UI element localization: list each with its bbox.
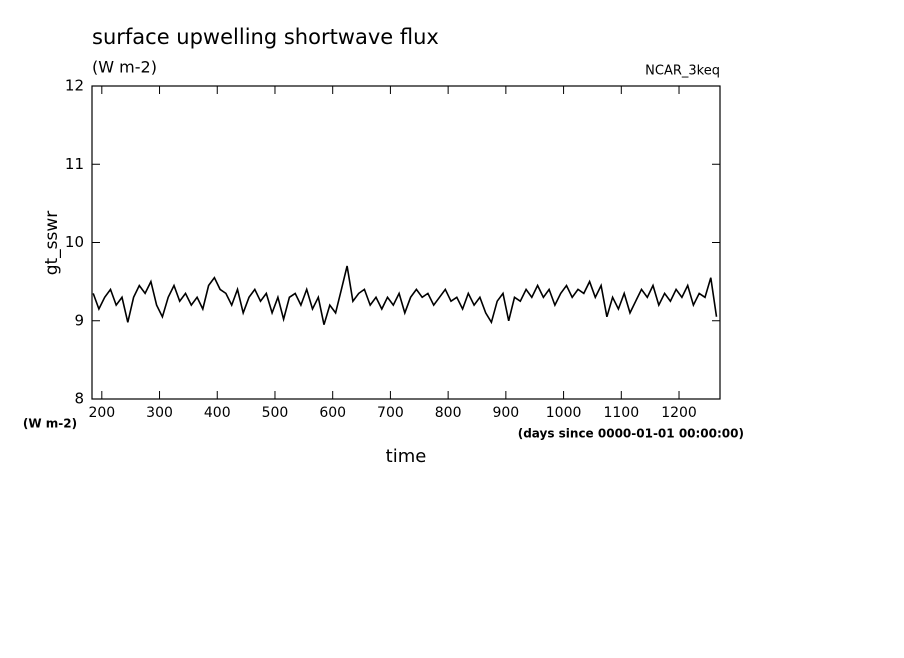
- y-tick-label: 11: [65, 155, 84, 173]
- y-units: (W m-2): [23, 417, 77, 431]
- x-tick-label: 1000: [546, 405, 582, 421]
- x-tick-label: 500: [262, 405, 289, 421]
- x-units: (days since 0000-01-01 00:00:00): [518, 427, 744, 441]
- x-tick-label: 200: [88, 405, 115, 421]
- chart-subtitle: (W m-2): [92, 58, 157, 77]
- x-tick-label: 900: [492, 405, 519, 421]
- x-tick-label: 800: [435, 405, 462, 421]
- y-tick-label: 8: [74, 390, 84, 408]
- x-tick-label: 400: [204, 405, 231, 421]
- data-line: [92, 265, 718, 325]
- x-tick-label: 600: [319, 405, 346, 421]
- y-tick-label: 10: [65, 233, 84, 251]
- y-axis-label: gt_sswr: [42, 211, 62, 276]
- x-axis-label: time: [386, 446, 427, 467]
- x-tick-label: 300: [146, 405, 173, 421]
- plot-frame: [91, 85, 721, 400]
- chart-title: surface upwelling shortwave flux: [92, 25, 439, 49]
- y-tick-label: 9: [74, 311, 84, 329]
- y-tick-label: 12: [65, 77, 84, 95]
- annotation: NCAR_3keq: [645, 64, 720, 79]
- x-tick-label: 1100: [603, 405, 639, 421]
- x-tick-label: 1200: [661, 405, 697, 421]
- x-tick-label: 700: [377, 405, 404, 421]
